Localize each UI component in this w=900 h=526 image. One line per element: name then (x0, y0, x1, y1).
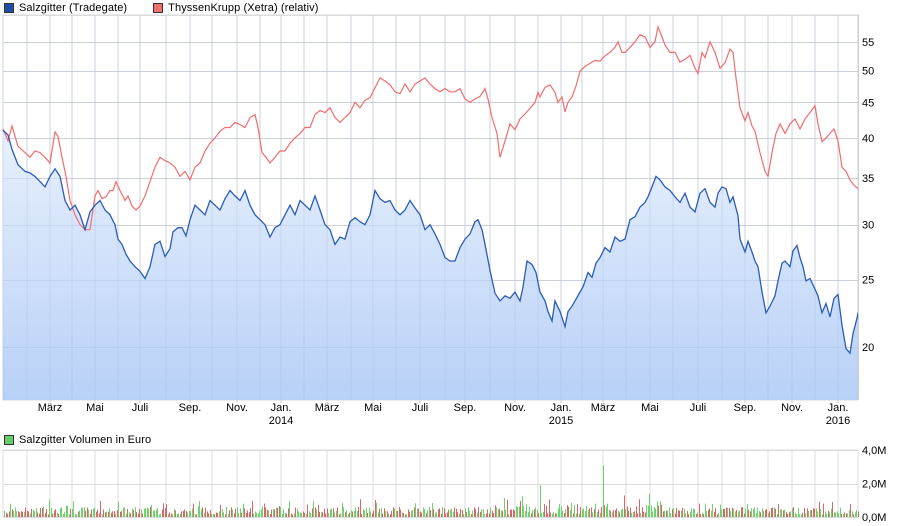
x-tick-label: Sep. (734, 402, 757, 414)
x-tick-label: Mai (641, 402, 659, 414)
x-tick-label: Nov. (226, 402, 248, 414)
x-tick-label: Juli (412, 402, 429, 414)
x-tick-label: Jan. (271, 402, 292, 414)
volume-tick-label: 2,0M (862, 479, 886, 491)
legend-label-volume: Salzgitter Volumen in Euro (19, 433, 152, 446)
legend-item-volume[interactable]: Salzgitter Volumen in Euro (4, 434, 151, 446)
x-tick-label: Jan. (551, 402, 572, 414)
y-tick-label: 20 (862, 342, 874, 354)
x-tick-label: Juli (690, 402, 707, 414)
salzgitter-line[interactable] (2, 129, 859, 355)
x-tick-label: Nov. (781, 402, 803, 414)
x-tick-label: Sep. (454, 402, 477, 414)
volume-bars (4, 465, 859, 517)
legend-label-thyssenkrupp: ThyssenKrupp (Xetra) (relativ) (168, 1, 319, 14)
x-tick-label: Nov. (504, 402, 526, 414)
y-tick-label: 50 (862, 66, 874, 78)
x-tick-label: März (315, 402, 339, 414)
x-tick-label: Mai (364, 402, 382, 414)
y-tick-label: 55 (862, 37, 874, 49)
salzgitter-area (3, 130, 858, 400)
x-tick-label: Jan. (828, 402, 849, 414)
volume-swatch-icon (4, 434, 14, 445)
volume-tick-label: 0,0M (862, 512, 886, 524)
thyssenkrupp-line[interactable] (2, 24, 859, 231)
volume-legend: Salzgitter Volumen in Euro (4, 433, 177, 446)
volume-tick-label: 4,0M (862, 445, 886, 457)
price-legend: Salzgitter (Tradegate) ThyssenKrupp (Xet… (4, 1, 345, 14)
x-tick-label: März (591, 402, 615, 414)
volume-y-axis: 4,0M 2,0M 0,0M (862, 445, 886, 524)
x-tick-label: Mai (86, 402, 104, 414)
y-tick-label: 25 (862, 275, 874, 287)
y-tick-label: 30 (862, 220, 874, 232)
x-tick-year: 2016 (826, 415, 850, 427)
legend-item-thyssenkrupp[interactable]: ThyssenKrupp (Xetra) (relativ) (153, 2, 318, 14)
x-tick-year: 2015 (549, 415, 573, 427)
x-tick-year: 2014 (269, 415, 293, 427)
price-y-axis: 20 25 30 35 40 45 50 55 (858, 15, 874, 400)
salzgitter-swatch-icon (4, 2, 14, 13)
y-tick-label: 35 (862, 173, 874, 185)
volume-grid (2, 449, 859, 518)
legend-label-salzgitter: Salzgitter (Tradegate) (19, 1, 128, 14)
y-tick-label: 45 (862, 97, 874, 109)
y-tick-label: 40 (862, 133, 874, 145)
x-tick-label: Juli (132, 402, 149, 414)
x-tick-label: März (38, 402, 62, 414)
x-tick-label: Sep. (179, 402, 202, 414)
thyssenkrupp-swatch-icon (153, 2, 164, 13)
legend-item-salzgitter[interactable]: Salzgitter (Tradegate) (4, 2, 127, 14)
